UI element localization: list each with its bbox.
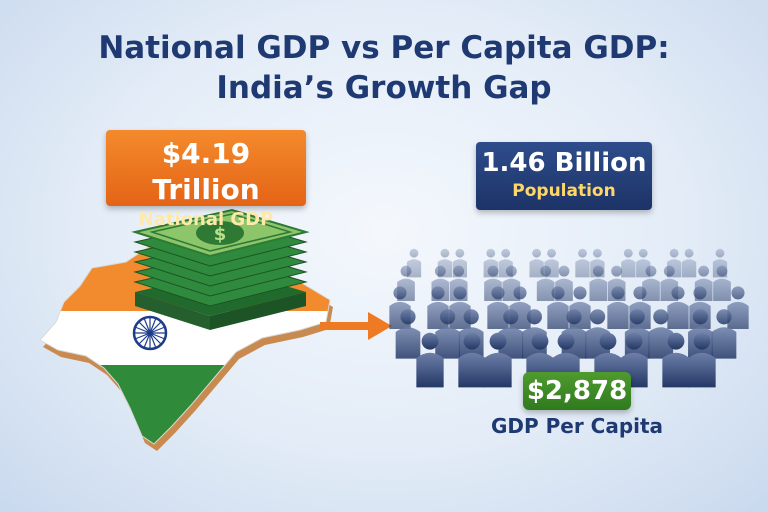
ashoka-chakra-icon [132,315,168,351]
person-silhouette [458,332,486,388]
population-badge: 1.46 Billion Population [476,142,652,210]
person-silhouette [711,309,737,359]
person-silhouette [607,286,629,329]
title-line-1: National GDP vs Per Capita GDP: [98,30,670,66]
person-silhouette [621,248,636,278]
person-silhouette [484,332,512,388]
person-silhouette [547,286,569,329]
national-gdp-label: National GDP [138,209,274,230]
person-silhouette [648,309,674,359]
person-silhouette [642,265,660,302]
arrow-right-icon [320,312,392,340]
national-gdp-badge: $4.19 Trillion National GDP [106,130,306,230]
person-silhouette [498,309,524,359]
national-gdp-value: $4.19 Trillion [152,137,260,206]
person-silhouette [416,332,444,388]
person-silhouette [727,286,749,329]
money-stack-icon: $ [131,208,310,330]
person-silhouette [487,286,509,329]
per-capita-value: $2,878 [523,372,631,410]
crowd-icon [389,248,749,388]
population-value: 1.46 Billion [481,148,647,178]
person-silhouette [529,248,544,278]
person-silhouette [688,332,716,388]
per-capita-label: GDP Per Capita [490,414,664,438]
person-silhouette [681,248,697,278]
person-silhouette [449,286,471,329]
population-label: Population [512,181,616,201]
svg-text:$: $ [214,224,227,245]
person-silhouette [667,286,689,329]
person-silhouette [536,265,555,302]
person-silhouette [713,265,731,302]
person-silhouette [662,332,690,388]
person-silhouette [575,248,590,278]
title-line-2: India’s Growth Gap [216,70,552,106]
person-silhouette [589,265,608,302]
person-silhouette [435,309,460,359]
page-title: National GDP vs Per Capita GDP: India’s … [0,28,768,108]
person-silhouette [395,309,421,359]
